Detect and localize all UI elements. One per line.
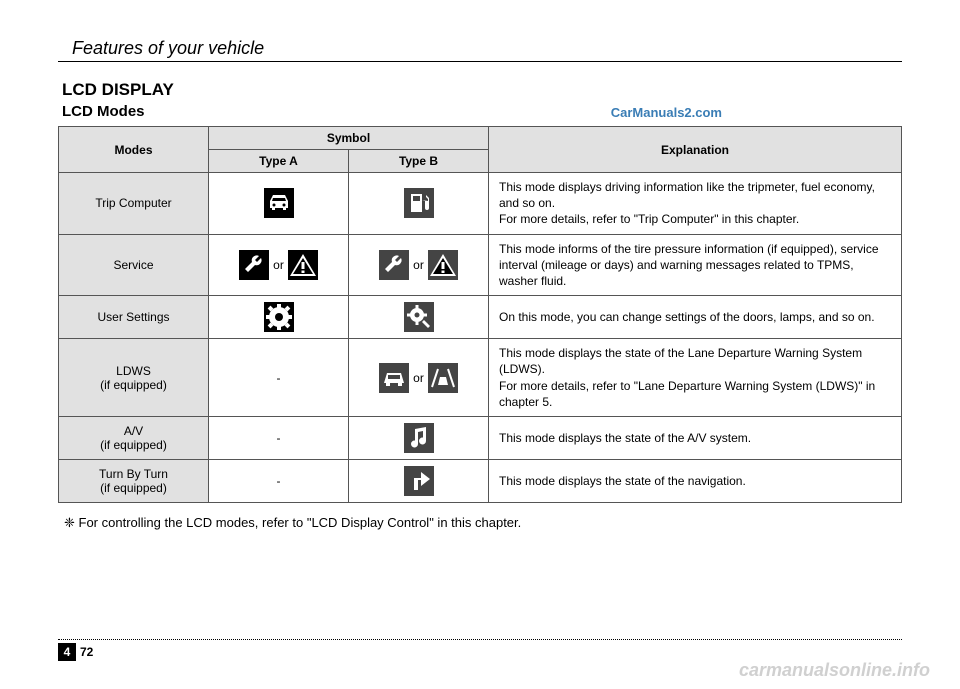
explanation-cell: This mode displays the state of the navi… [489, 459, 902, 502]
symbol-cell-b [349, 296, 489, 339]
footnote: ❈ For controlling the LCD modes, refer t… [64, 515, 902, 531]
th-explanation: Explanation [489, 127, 902, 173]
symbol-cell-a: or [209, 234, 349, 296]
th-modes: Modes [59, 127, 209, 173]
or-label: or [413, 258, 424, 272]
mode-cell: Service [59, 234, 209, 296]
or-label: or [413, 371, 424, 385]
gear-icon [264, 302, 294, 332]
turn-arrow-icon [404, 466, 434, 496]
wrench-icon [379, 250, 409, 280]
header-rule [58, 61, 902, 62]
table-row: Service or or This mode informs of the tire… [59, 234, 902, 296]
table-body: Trip Computer This mode displays driving … [59, 173, 902, 503]
explanation-cell: This mode displays the state of the A/V … [489, 416, 902, 459]
car-front-icon [264, 188, 294, 218]
music-note-icon [404, 423, 434, 453]
warning-triangle-icon [428, 250, 458, 280]
explanation-cell: This mode displays the state of the Lane… [489, 339, 902, 417]
explanation-cell: This mode displays driving information l… [489, 173, 902, 235]
symbol-cell-b [349, 459, 489, 502]
table-row: User Settings On this mode, you can chang… [59, 296, 902, 339]
lane-warn-icon [428, 363, 458, 393]
mode-cell: LDWS(if equipped) [59, 339, 209, 417]
table-row: Turn By Turn(if equipped)- This mode disp… [59, 459, 902, 502]
explanation-cell: This mode informs of the tire pressure i… [489, 234, 902, 296]
symbol-cell-a: - [209, 416, 349, 459]
symbol-cell-a: - [209, 459, 349, 502]
symbol-cell-a: - [209, 339, 349, 417]
subsection-title: LCD Modes [62, 103, 145, 120]
symbol-cell-b: or [349, 234, 489, 296]
mode-cell: Trip Computer [59, 173, 209, 235]
wrench-icon [239, 250, 269, 280]
mode-cell: User Settings [59, 296, 209, 339]
page-header-title: Features of your vehicle [72, 38, 902, 59]
table-row: A/V(if equipped)- This mode displays the … [59, 416, 902, 459]
warning-triangle-icon [288, 250, 318, 280]
or-label: or [273, 258, 284, 272]
car-lane-icon [379, 363, 409, 393]
th-symbol: Symbol [209, 127, 489, 150]
symbol-cell-a [209, 296, 349, 339]
symbol-cell-b [349, 416, 489, 459]
section-title: LCD DISPLAY [62, 80, 902, 100]
table-row: LDWS(if equipped)- or This mode displays t… [59, 339, 902, 417]
th-type-a: Type A [209, 150, 349, 173]
symbol-cell-a [209, 173, 349, 235]
symbol-cell-b: or [349, 339, 489, 417]
watermark-bottom: carmanualsonline.info [739, 660, 930, 681]
fuel-pump-icon [404, 188, 434, 218]
lcd-modes-table: Modes Symbol Explanation Type A Type B T… [58, 126, 902, 503]
footer-rule [58, 639, 902, 640]
table-row: Trip Computer This mode displays driving … [59, 173, 902, 235]
symbol-cell-b [349, 173, 489, 235]
watermark-top: CarManuals2.com [611, 105, 722, 120]
explanation-cell: On this mode, you can change settings of… [489, 296, 902, 339]
chapter-number: 4 [58, 643, 76, 661]
page-number: 72 [80, 645, 93, 659]
mode-cell: A/V(if equipped) [59, 416, 209, 459]
gear-small-icon [404, 302, 434, 332]
th-type-b: Type B [349, 150, 489, 173]
mode-cell: Turn By Turn(if equipped) [59, 459, 209, 502]
page-footer: 4 72 [58, 639, 902, 661]
